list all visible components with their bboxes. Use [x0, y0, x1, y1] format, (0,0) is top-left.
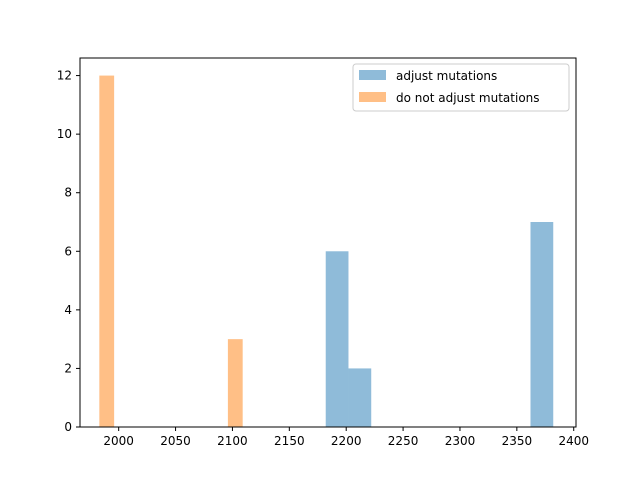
y-tick-label: 10: [57, 127, 72, 141]
bar: [325, 251, 349, 427]
x-tick-label: 2350: [502, 434, 533, 448]
y-tick-label: 4: [64, 303, 72, 317]
bar: [227, 339, 243, 427]
legend-label: adjust mutations: [396, 69, 497, 83]
x-tick-label: 2000: [103, 434, 134, 448]
axes-frame: [79, 57, 577, 428]
y-axis: 0 2 4 6 8 10 12: [57, 69, 80, 434]
x-tick-label: 2200: [331, 434, 362, 448]
y-tick-label: 6: [64, 244, 72, 258]
legend-box: [352, 63, 570, 112]
x-tick-label: 2100: [217, 434, 248, 448]
legend-swatch: [359, 92, 386, 102]
bars-layer: [99, 75, 554, 428]
bar: [99, 75, 115, 428]
x-tick-label: 2150: [274, 434, 305, 448]
y-tick-label: 8: [64, 186, 72, 200]
x-tick-label: 2300: [445, 434, 476, 448]
y-tick-label: 2: [64, 361, 72, 375]
x-tick-label: 2050: [160, 434, 191, 448]
x-tick-label: 2250: [388, 434, 419, 448]
legend: adjust mutations do not adjust mutations: [352, 63, 570, 112]
bar: [348, 368, 372, 427]
x-tick-label: 2400: [558, 434, 589, 448]
legend-swatch: [359, 70, 386, 80]
x-axis: 2000 2050 2100 2150 2200 2250 2300 2350 2400: [103, 427, 589, 448]
y-tick-label: 12: [57, 69, 72, 83]
y-tick-label: 0: [64, 420, 72, 434]
legend-label: do not adjust mutations: [396, 91, 540, 105]
bar: [530, 222, 554, 427]
